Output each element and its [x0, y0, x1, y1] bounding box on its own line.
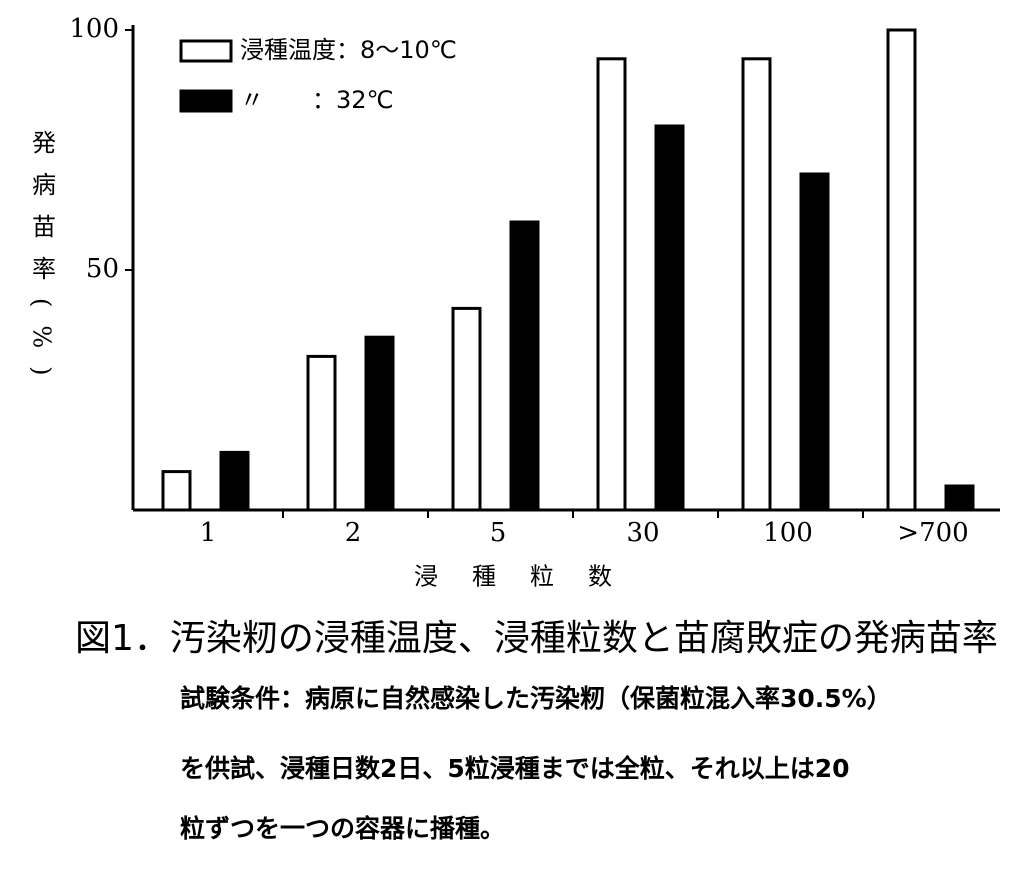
- caption-note: を供試、浸種日数2日、5粒浸種までは全粒、それ以上は20: [180, 754, 850, 783]
- y-tick-label: 50: [86, 254, 119, 284]
- bar: [799, 172, 830, 512]
- y-axis-label: 発病苗率(%): [28, 130, 56, 394]
- bar: [741, 57, 772, 512]
- x-tick-label: 1: [200, 518, 217, 548]
- legend-swatch: [179, 89, 233, 113]
- x-axis-label: 浸種粒数: [414, 563, 646, 591]
- x-tick-label: 100: [763, 518, 813, 548]
- bar: [886, 28, 917, 512]
- x-tick-label: 5: [490, 518, 507, 548]
- caption-note: 粒ずつを一つの容器に播種。: [180, 814, 505, 843]
- bar: [161, 470, 192, 512]
- x-tick-label: 30: [626, 518, 659, 548]
- bar: [509, 220, 540, 512]
- x-tick-label: >700: [897, 518, 968, 548]
- caption-title: 図1．汚染籾の浸種温度、浸種粒数と苗腐敗症の発病苗率: [75, 618, 998, 659]
- bar: [944, 484, 975, 512]
- y-tick-label: 100: [69, 14, 119, 44]
- bar: [596, 57, 627, 512]
- bar: [451, 306, 482, 512]
- caption-note: 試験条件：病原に自然感染した汚染籾（保菌粒混入率30.5%）: [180, 684, 892, 713]
- bar: [364, 335, 395, 512]
- legend-label: 浸種温度：8～10℃: [240, 36, 457, 64]
- legend-label: 〃 ：32℃: [240, 86, 394, 114]
- bar: [654, 124, 685, 512]
- bar: [306, 354, 337, 512]
- x-tick-label: 2: [345, 518, 362, 548]
- legend-swatch: [179, 39, 233, 63]
- bar: [219, 450, 250, 512]
